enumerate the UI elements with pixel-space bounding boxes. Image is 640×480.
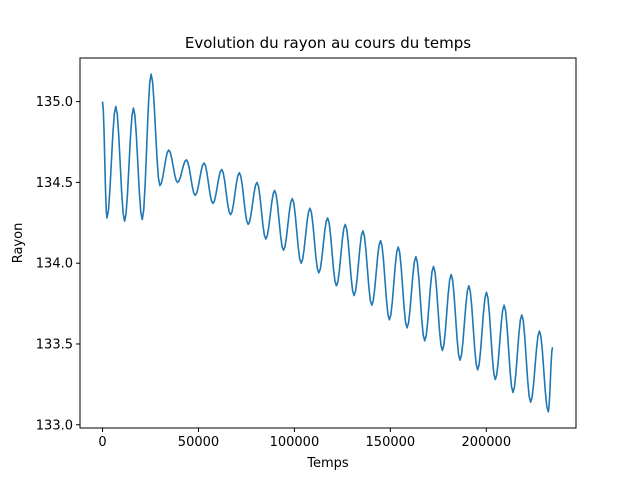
y-tick-label: 135.0 — [36, 95, 73, 110]
y-tick-label: 133.0 — [36, 418, 73, 433]
x-axis-label: Temps — [306, 456, 349, 471]
chart-title: Evolution du rayon au cours du temps — [185, 34, 471, 52]
y-axis: 133.0 133.5 134.0 134.5 135.0 — [36, 95, 80, 433]
x-tick-label: 50000 — [178, 435, 219, 450]
y-tick-label: 134.0 — [36, 257, 73, 272]
x-axis: 0 50000 100000 150000 200000 — [98, 428, 511, 450]
series-line-0 — [101, 73, 554, 413]
y-tick-label: 133.5 — [36, 337, 73, 352]
y-axis-label: Rayon — [11, 223, 26, 264]
x-tick-label: 0 — [98, 435, 106, 450]
x-tick-label: 200000 — [461, 435, 511, 450]
axes-frame — [79, 57, 577, 429]
x-tick-label: 150000 — [366, 435, 416, 450]
y-tick-label: 134.5 — [36, 176, 73, 191]
x-tick-label: 100000 — [270, 435, 320, 450]
plot-area — [101, 73, 554, 413]
